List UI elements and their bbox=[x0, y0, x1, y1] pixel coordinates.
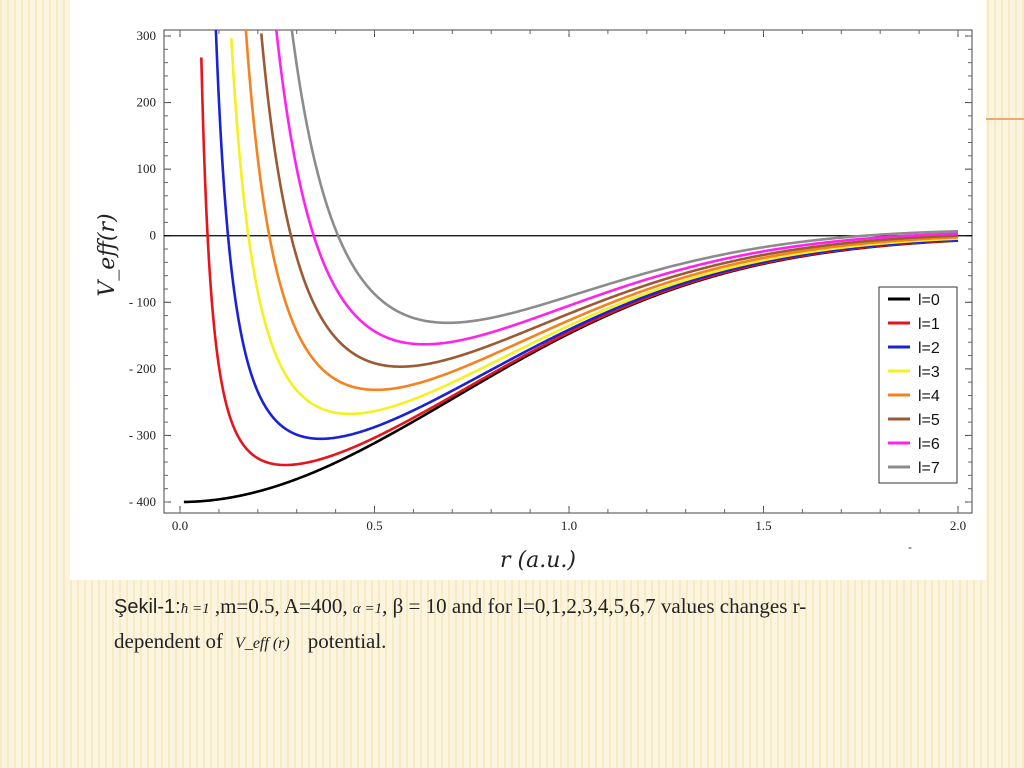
stray-mark: - bbox=[908, 540, 912, 554]
caption-line2-start: dependent of bbox=[114, 629, 224, 653]
axis-tick-labels: 0.0 0.5 1.0 1.5 2.0 300 200 100 0 - 100 - 200 - 300… bbox=[129, 28, 966, 533]
series-line-l4 bbox=[244, 30, 959, 392]
y-tick-label: - 100 bbox=[129, 294, 156, 309]
x-tick-label: 1.0 bbox=[561, 518, 577, 533]
y-tick-label: - 200 bbox=[129, 361, 156, 376]
series-line-l2 bbox=[214, 30, 959, 441]
y-axis-label: V_eff(r) bbox=[95, 213, 120, 296]
figure-caption: Şekil-1:ħ =1 ,m=0.5, A=400, α =1, β = 10… bbox=[114, 590, 974, 660]
legend-label: l=2 bbox=[918, 340, 940, 357]
plot-frame bbox=[163, 29, 973, 514]
y-tick-label: - 300 bbox=[129, 427, 156, 442]
veff-symbol: V_eff (r) bbox=[235, 635, 290, 652]
x-axis-label: r (a.u.) bbox=[500, 548, 576, 573]
series-lines bbox=[183, 30, 959, 504]
caption-beta: , β = 10 and for l=0,1,2,3,4,5,6,7 value… bbox=[382, 594, 807, 618]
alpha-value: α =1 bbox=[352, 601, 383, 617]
y-tick-label: 200 bbox=[137, 95, 157, 110]
y-tick-label: 300 bbox=[137, 28, 157, 43]
series-line-l7 bbox=[290, 30, 959, 325]
series-line-l3 bbox=[230, 38, 959, 416]
legend-label: l=6 bbox=[918, 436, 940, 453]
series-line-l6 bbox=[275, 30, 959, 346]
legend-label: l=3 bbox=[918, 364, 940, 381]
x-tick-label: 1.5 bbox=[755, 518, 771, 533]
legend-label: l=7 bbox=[918, 460, 940, 477]
legend: l=0 l=1 l=2 l=3 l=4 l=5 l=6 l=7 bbox=[878, 286, 958, 484]
caption-prefix: Şekil-1: bbox=[114, 596, 181, 618]
chart-panel: 0.0 0.5 1.0 1.5 2.0 300 200 100 0 - 100 - 200 - 300… bbox=[70, 0, 986, 580]
y-tick-label: 0 bbox=[150, 228, 157, 243]
legend-label: l=5 bbox=[918, 412, 940, 429]
legend-label: l=1 bbox=[918, 316, 940, 333]
legend-label: l=4 bbox=[918, 388, 940, 405]
caption-line-2: dependent of V_eff (r) potential. bbox=[114, 625, 974, 660]
potential-chart: 0.0 0.5 1.0 1.5 2.0 300 200 100 0 - 100 - 200 - 300… bbox=[95, 28, 973, 573]
caption-line-1: Şekil-1:ħ =1 ,m=0.5, A=400, α =1, β = 10… bbox=[114, 590, 974, 625]
y-tick-label: 100 bbox=[137, 161, 157, 176]
decorative-line bbox=[986, 118, 1024, 120]
x-tick-label: 2.0 bbox=[950, 518, 966, 533]
hbar-value: ħ =1 bbox=[180, 601, 210, 617]
caption-line2-end: potential. bbox=[307, 629, 387, 653]
series-line-l5 bbox=[260, 33, 959, 368]
x-tick-label: 0.5 bbox=[366, 518, 382, 533]
x-tick-label: 0.0 bbox=[172, 518, 188, 533]
caption-params: ,m=0.5, A=400, bbox=[209, 594, 353, 618]
legend-box bbox=[878, 286, 958, 484]
legend-label: l=0 bbox=[918, 292, 940, 309]
y-tick-label: - 400 bbox=[129, 494, 156, 509]
